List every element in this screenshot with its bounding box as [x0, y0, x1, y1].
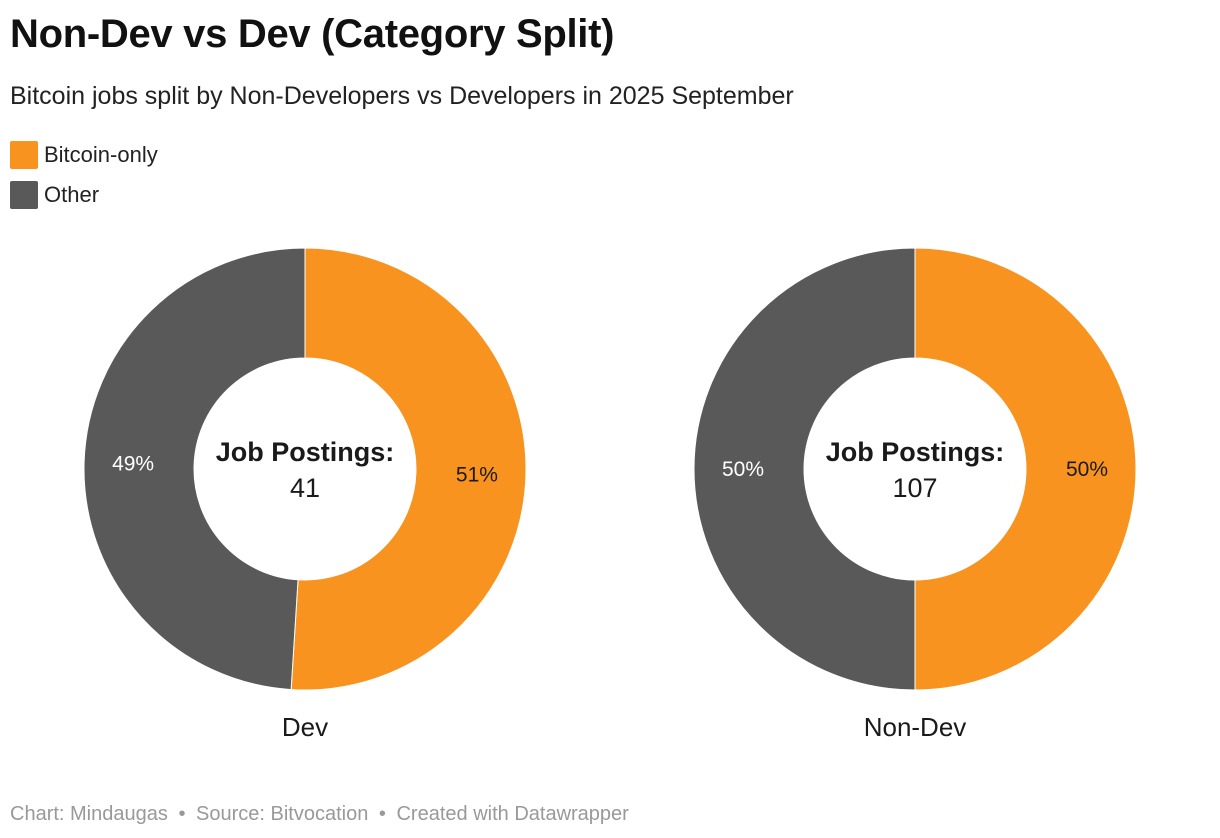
legend-item-other: Other	[10, 175, 158, 215]
center-label-non-dev: Job Postings:	[826, 437, 1005, 467]
chart-title: Non-Dev vs Dev (Category Split)	[10, 12, 615, 56]
slice-dev-bitcoin-only	[290, 247, 527, 691]
center-value-dev: 41	[290, 473, 320, 503]
footer-created-with: Created with Datawrapper	[396, 803, 629, 825]
footer: Chart: Mindaugas • Source: Bitvocation •…	[10, 803, 629, 826]
donut-dev: 51% 49% Job Postings: 41 Dev	[83, 247, 527, 742]
footer-separator-1: •	[178, 803, 186, 825]
slice-label-non-dev-bitcoin-only: 50%	[1066, 458, 1108, 481]
legend-label-other: Other	[44, 182, 100, 207]
legend: Bitcoin-only Other	[10, 135, 158, 215]
slice-non-dev-bitcoin-only	[914, 247, 1137, 691]
slice-dev-other	[83, 247, 306, 691]
donut-non-dev: 50% 50% Job Postings: 107 Non-Dev	[693, 247, 1137, 742]
center-value-non-dev: 107	[892, 473, 937, 503]
chart-subtitle: Bitcoin jobs split by Non-Developers vs …	[10, 82, 794, 110]
legend-label-bitcoin-only: Bitcoin-only	[44, 142, 158, 167]
footer-source: Source: Bitvocation	[196, 803, 369, 825]
slice-label-dev-other: 49%	[112, 453, 154, 476]
chart-name-non-dev: Non-Dev	[864, 712, 967, 742]
legend-swatch-other	[10, 181, 38, 209]
chart-name-dev: Dev	[282, 712, 328, 742]
footer-chart-credit: Chart: Mindaugas	[10, 803, 168, 825]
center-label-dev: Job Postings:	[216, 437, 395, 467]
slice-label-non-dev-other: 50%	[722, 458, 764, 481]
slice-non-dev-other	[693, 247, 916, 691]
footer-separator-2: •	[378, 803, 386, 825]
legend-swatch-bitcoin-only	[10, 141, 38, 169]
legend-item-bitcoin-only: Bitcoin-only	[10, 135, 158, 175]
slice-label-dev-bitcoin-only: 51%	[456, 463, 498, 486]
